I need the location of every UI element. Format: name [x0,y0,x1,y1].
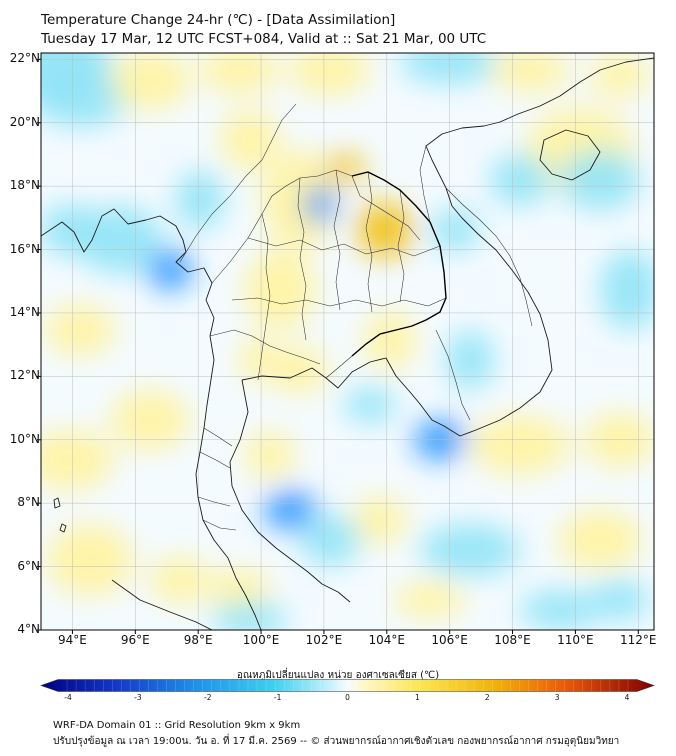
temperature-anomaly-patch [272,346,328,394]
temperature-anomaly-patch [176,170,224,230]
lon-label: 100°E [242,633,280,647]
temperature-change-map [37,52,655,634]
colorbar-tick-label: 0 [345,693,350,702]
lon-label: 110°E [557,633,594,647]
lon-label: 112°E [620,633,657,647]
temperature-anomaly-patch [300,514,360,566]
temperature-anomaly-patch [600,250,654,330]
axis-ticks [37,58,639,634]
lon-label: 102°E [305,633,343,647]
coastlines [41,57,654,630]
colorbar [40,679,655,692]
mekong-border [351,171,447,357]
temperature-anomaly-patch [352,496,408,544]
lat-label: 20°N [9,114,40,129]
lat-label: 14°N [9,304,40,319]
lat-label: 6°N [17,558,40,573]
colorbar-tick-label: 3 [554,693,560,702]
temperature-anomaly-patch [420,524,520,576]
hainan-island [539,129,601,181]
lat-label: 16°N [9,241,40,256]
lat-label: 10°N [9,431,40,446]
temperature-anomaly-patch [400,53,500,84]
temperature-anomaly-patch [431,208,479,252]
temperature-anomaly-patch [41,63,130,127]
colorbar-tick-label: -2 [204,693,212,702]
temperature-field [41,53,654,630]
lat-label: 8°N [17,495,40,510]
footer-model-info: WRF-DA Domain 01 :: Grid Resolution 9km … [53,720,301,731]
temperature-anomaly-patch [558,510,642,570]
lat-label: 22°N [9,51,40,66]
coast-west [41,208,262,630]
temperature-anomaly-patch [325,154,365,182]
lon-label: 94°E [57,633,87,647]
temperature-anomaly-patch [200,53,280,94]
colorbar-tick-label: -4 [64,693,72,702]
lon-label: 98°E [183,633,213,647]
temperature-anomaly-patch [364,310,416,370]
coast-east [241,57,654,437]
colorbar-tick-label: -1 [273,693,282,702]
temperature-anomaly-patch [520,590,600,630]
map-subtitle: Tuesday 17 Mar, 12 UTC FCST+084, Valid a… [41,31,487,47]
colorbar-tick-label: 2 [484,693,490,702]
temperature-anomaly-patch [44,304,116,356]
temperature-anomaly-patch [357,202,413,258]
temperature-anomaly-patch [446,330,494,390]
temperature-anomaly-patch [220,110,280,170]
graticule [41,53,654,630]
temperature-anomaly-patch [264,490,316,530]
colorbar-gradient [40,679,655,692]
temperature-anomaly-patch [244,250,316,330]
temperature-anomaly-patch [590,53,650,97]
temperature-anomaly-patch [110,390,190,450]
temperature-anomaly-patch [560,150,640,210]
footer-credit: ปรับปรุงข้อมูล ณ เวลา 19:00น. วัน อ. ที่… [53,736,620,747]
map-frame [40,52,655,631]
temperature-anomaly-patch [344,387,396,423]
lat-label: 18°N [9,178,40,193]
temperature-anomaly-patch [262,150,338,250]
temperature-anomaly-patch [210,568,270,612]
colorbar-label: อุณหภูมิเปลี่ยนแปลง หน่วย องศาเซลเซียส (… [236,670,440,681]
temperature-anomaly-patch [150,556,210,604]
temperature-anomaly-patch [590,580,650,620]
temperature-anomaly-patch [290,53,370,96]
colorbar-tick-label: 1 [414,693,420,702]
colorbar-tick-label: -3 [134,693,142,702]
lat-label: 4°N [17,622,40,636]
colorbar-tick-label: 4 [624,693,630,702]
temperature-anomaly-patch [212,602,288,630]
lon-label: 108°E [494,633,531,647]
temperature-anomaly-patch [110,53,190,110]
temperature-anomaly-patch [470,415,570,475]
andaman-islands [53,497,67,533]
lon-label: 106°E [431,633,468,647]
lon-label: 96°E [120,633,150,647]
temperature-anomaly-patch [394,582,466,618]
lat-label: 12°N [9,368,40,383]
coast-gulf-west [229,379,351,603]
temperature-anomaly-patch [41,430,114,490]
temperature-anomaly-patch [490,154,550,206]
temperature-anomaly-patch [304,187,336,223]
temperature-anomaly-patch [244,431,296,479]
temperature-anomaly-patch [41,204,100,256]
temperature-anomaly-patch [46,524,134,596]
lon-label: 104°E [368,633,406,647]
coast-sumatra [111,579,213,630]
temperature-anomaly-patch [238,338,282,382]
temperature-anomaly-patch [490,53,570,92]
map-title: Temperature Change 24-hr (℃) - [Data Ass… [41,12,396,28]
